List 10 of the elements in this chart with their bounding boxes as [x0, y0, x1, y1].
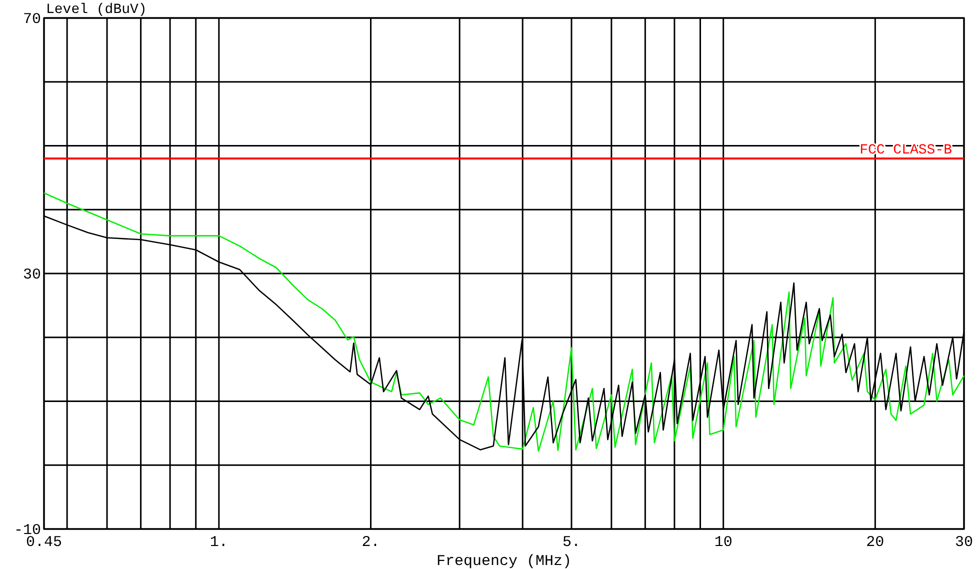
x-tick-label: 20 — [866, 534, 884, 551]
x-tick-label: 10 — [714, 534, 732, 551]
x-axis-title: Frequency (MHz) — [436, 553, 572, 569]
y-tick-label: 30 — [22, 266, 41, 284]
x-tick-label: 5. — [562, 534, 580, 551]
x-tick-label: 30 — [954, 534, 974, 551]
y-axis-title: Level (dBuV) — [46, 2, 147, 18]
y-tick-label: 70 — [22, 11, 41, 28]
x-tick-label: 2. — [362, 534, 380, 551]
x-tick-label: 1. — [210, 534, 228, 551]
